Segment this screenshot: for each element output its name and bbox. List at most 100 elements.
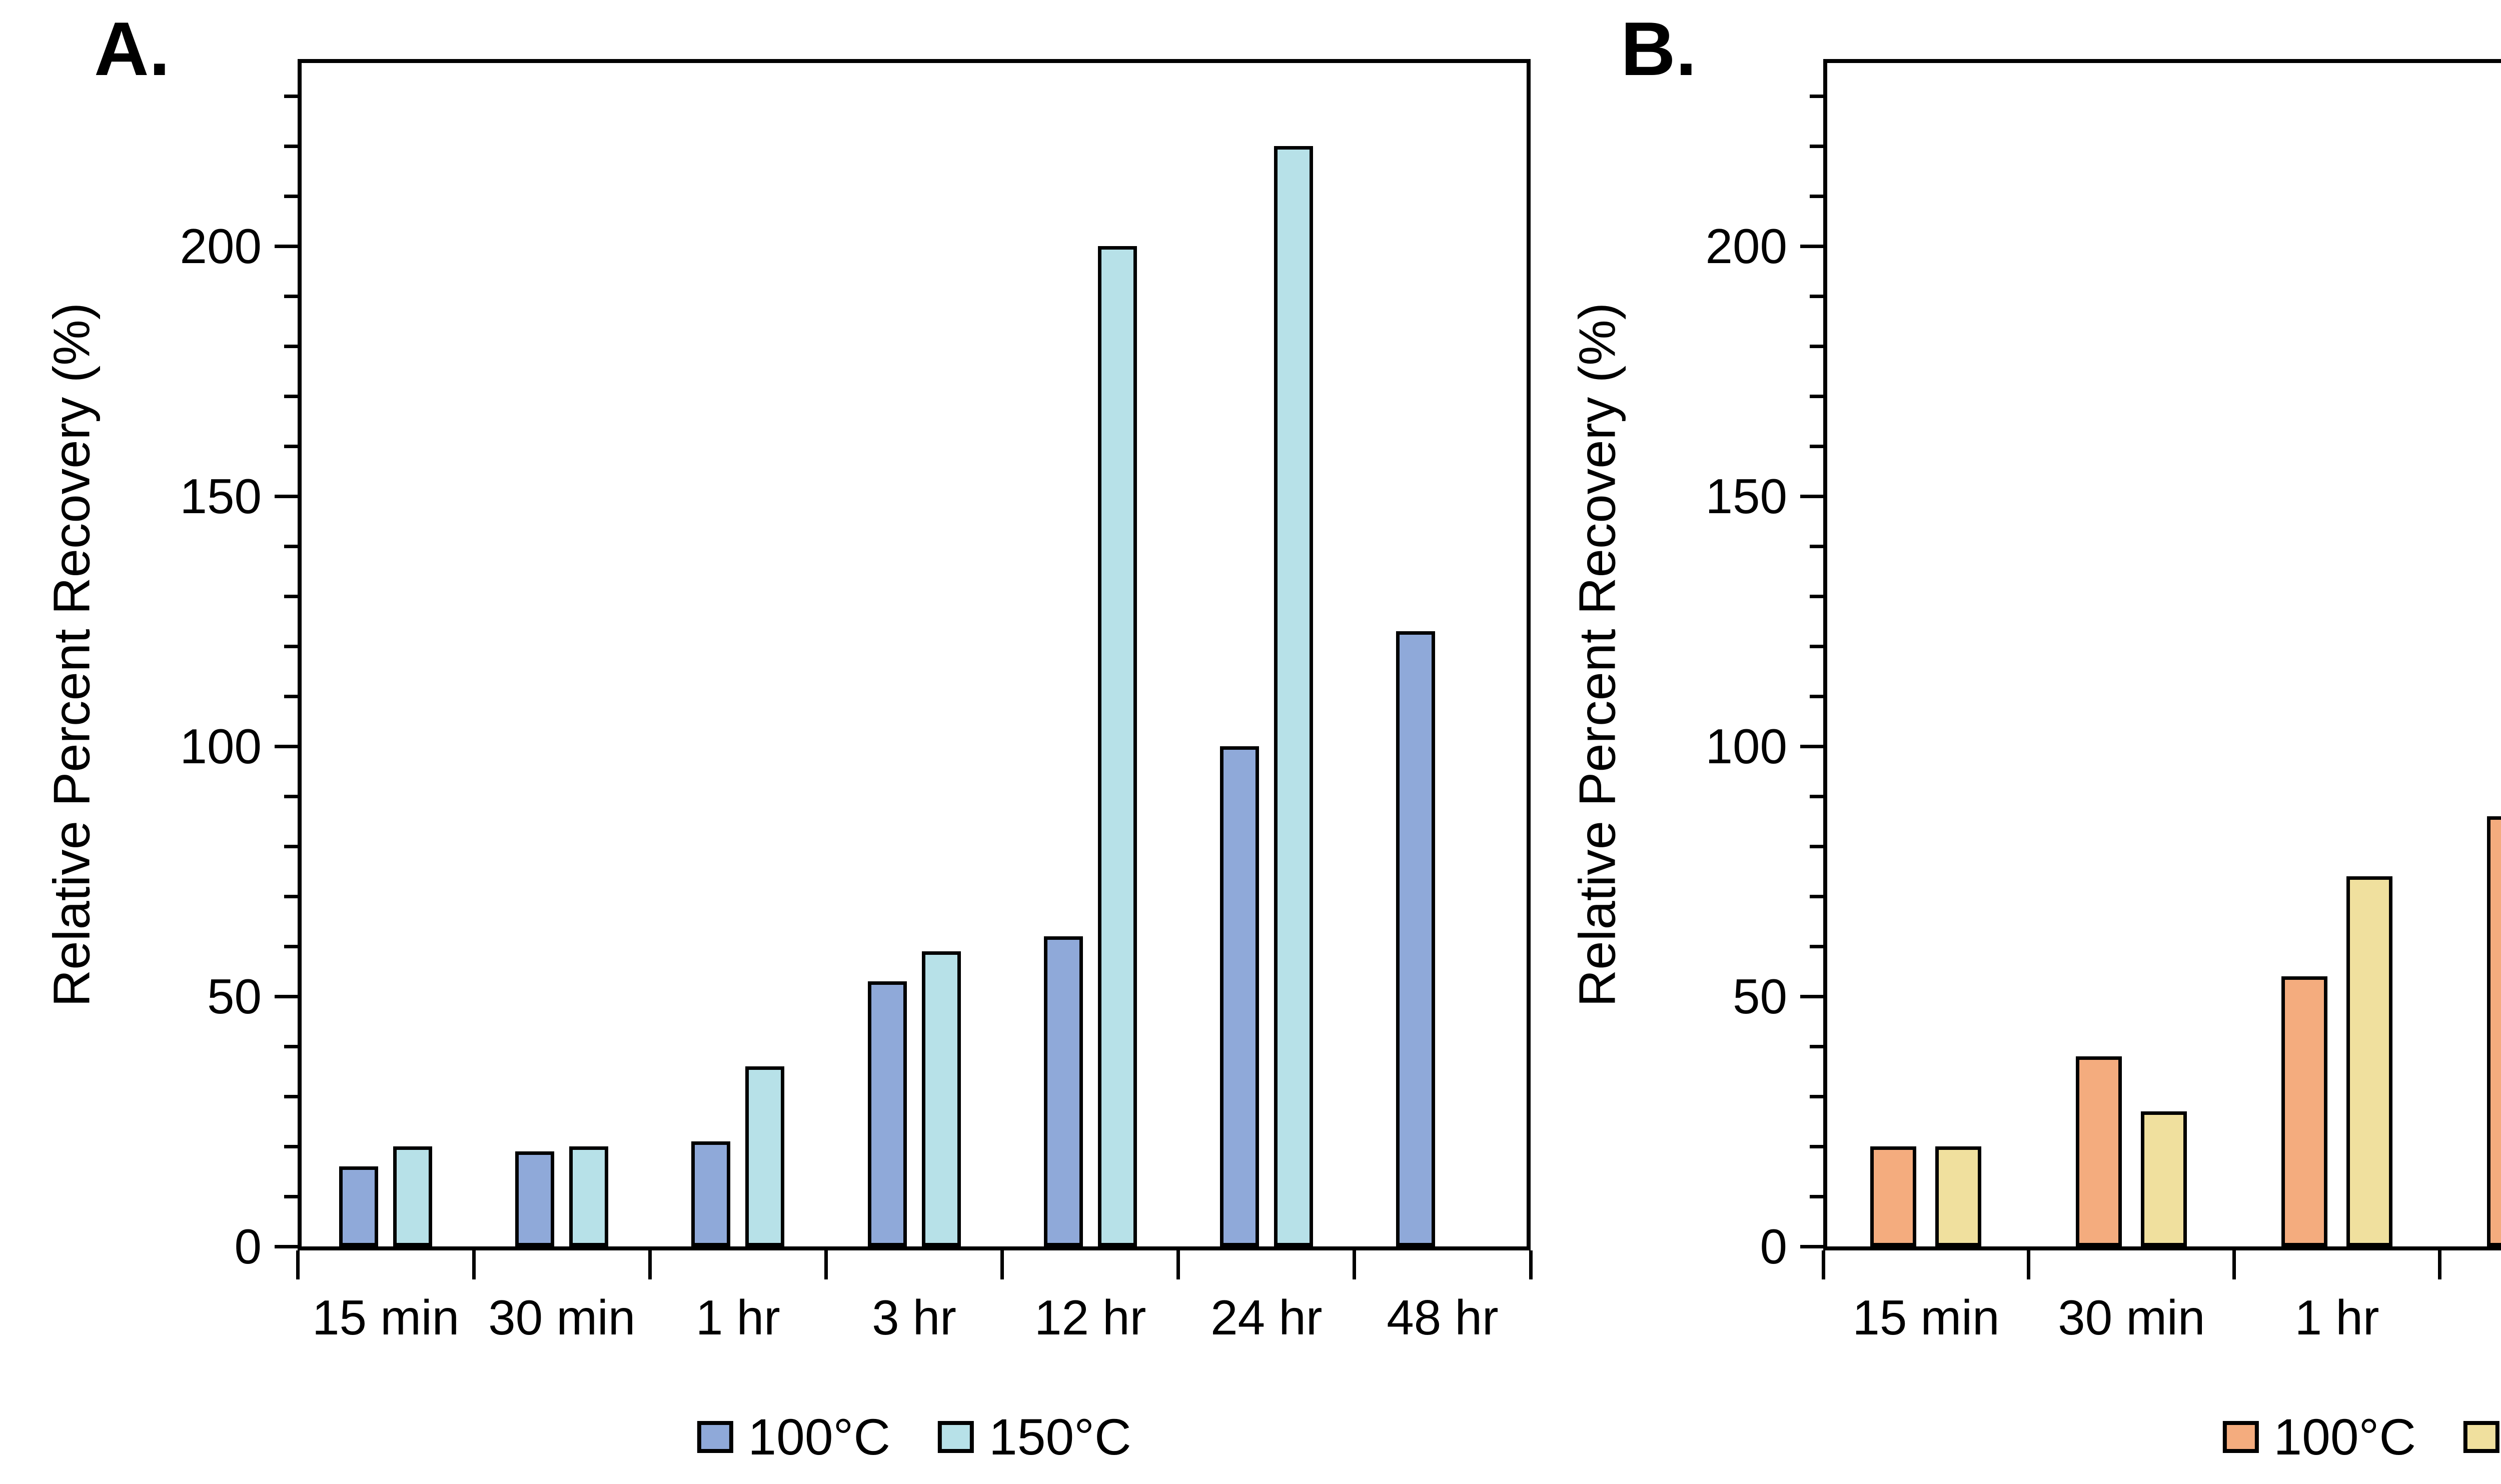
x-boundary-tick: [824, 1250, 828, 1279]
y-major-tick: [275, 244, 298, 248]
x-boundary-tick: [1529, 1250, 1533, 1279]
panel-a-label: A.: [94, 7, 170, 92]
y-minor-tick: [1810, 894, 1823, 898]
x-category-label: 15 min: [1852, 1290, 2000, 1345]
x-boundary-tick: [2438, 1250, 2441, 1279]
legend-label: 100°C: [2273, 1408, 2416, 1465]
y-tick-label: 0: [234, 1219, 262, 1274]
y-minor-tick: [284, 444, 298, 448]
y-minor-tick: [1810, 1194, 1823, 1198]
legend-item: 150°C: [2463, 1411, 2501, 1462]
y-tick-label: 150: [180, 469, 262, 524]
y-minor-tick: [1810, 794, 1823, 798]
legend-swatch-150°C: [938, 1421, 974, 1453]
x-boundary-tick: [1821, 1250, 1825, 1279]
y-minor-tick: [284, 1094, 298, 1098]
panel-a-legend: 100°C 150°C: [697, 1411, 1131, 1462]
y-minor-tick: [1810, 144, 1823, 148]
bar-100°C-1 hr: [2281, 976, 2328, 1246]
x-boundary-tick: [2027, 1250, 2031, 1279]
y-tick-label: 200: [180, 219, 262, 274]
y-minor-tick: [1810, 194, 1823, 198]
x-category-label: 24 hr: [1210, 1290, 1323, 1345]
legend-label: 100°C: [748, 1408, 890, 1465]
y-minor-tick: [284, 144, 298, 148]
x-category-label: 3 hr: [872, 1290, 956, 1345]
bar-100°C-15 min: [1870, 1146, 1917, 1246]
y-minor-tick: [284, 394, 298, 398]
y-minor-tick: [1810, 944, 1823, 948]
y-minor-tick: [284, 1194, 298, 1198]
x-boundary-tick: [1176, 1250, 1180, 1279]
y-minor-tick: [1810, 594, 1823, 598]
legend-item: 150°C: [938, 1411, 1131, 1462]
y-major-tick: [1800, 744, 1823, 748]
bar-100°C-3 hr: [2486, 816, 2501, 1246]
x-boundary-tick: [1000, 1250, 1004, 1279]
y-minor-tick: [1810, 344, 1823, 348]
bar-100°C-30 min: [515, 1151, 555, 1246]
bar-150°C-12 hr: [1097, 246, 1137, 1246]
x-category-label: 15 min: [312, 1290, 460, 1345]
y-tick-label: 0: [1760, 1219, 1787, 1274]
bar-150°C-3 hr: [921, 951, 961, 1246]
y-minor-tick: [284, 1044, 298, 1048]
bar-100°C-1 hr: [691, 1141, 731, 1246]
y-minor-tick: [284, 644, 298, 648]
bar-100°C-15 min: [339, 1166, 379, 1246]
y-tick-label: 100: [1705, 719, 1787, 774]
legend-swatch-100°C: [2222, 1421, 2259, 1453]
y-tick-label: 150: [1705, 469, 1787, 524]
y-major-tick: [275, 744, 298, 748]
y-minor-tick: [1810, 1094, 1823, 1098]
legend-swatch-100°C: [697, 1421, 733, 1453]
x-boundary-tick: [296, 1250, 300, 1279]
panel-a-y-axis-label: Relative Percent Recovery (%): [43, 302, 101, 1007]
y-minor-tick: [284, 94, 298, 98]
x-boundary-tick: [472, 1250, 476, 1279]
y-minor-tick: [284, 344, 298, 348]
y-major-tick: [1800, 994, 1823, 998]
x-category-label: 12 hr: [1034, 1290, 1146, 1345]
x-category-label: 1 hr: [695, 1290, 780, 1345]
y-minor-tick: [284, 594, 298, 598]
bar-100°C-30 min: [2076, 1056, 2122, 1246]
bar-150°C-30 min: [2141, 1111, 2187, 1246]
bar-150°C-15 min: [1935, 1146, 1982, 1246]
bar-100°C-12 hr: [1043, 936, 1083, 1246]
y-minor-tick: [284, 544, 298, 548]
y-major-tick: [1800, 494, 1823, 498]
y-minor-tick: [1810, 1144, 1823, 1148]
panel-a-plot-area: [298, 59, 1531, 1250]
y-minor-tick: [1810, 544, 1823, 548]
legend-item: 100°C: [697, 1411, 890, 1462]
legend-swatch-150°C: [2463, 1421, 2499, 1453]
bar-150°C-15 min: [393, 1146, 433, 1246]
y-minor-tick: [284, 944, 298, 948]
y-minor-tick: [1810, 694, 1823, 698]
y-minor-tick: [1810, 644, 1823, 648]
y-minor-tick: [284, 294, 298, 298]
x-category-label: 48 hr: [1387, 1290, 1499, 1345]
panel-b-legend: 100°C 150°C: [2222, 1411, 2501, 1462]
y-major-tick: [1800, 1244, 1823, 1248]
legend-item: 100°C: [2222, 1411, 2416, 1462]
bar-150°C-1 hr: [2346, 876, 2393, 1246]
y-major-tick: [275, 994, 298, 998]
x-boundary-tick: [1353, 1250, 1357, 1279]
y-minor-tick: [284, 1144, 298, 1148]
bar-100°C-24 hr: [1219, 746, 1259, 1246]
y-tick-label: 200: [1705, 219, 1787, 274]
panel-b-plot-area: [1823, 59, 2501, 1250]
bar-150°C-30 min: [569, 1146, 609, 1246]
y-minor-tick: [1810, 394, 1823, 398]
x-category-label: 1 hr: [2294, 1290, 2379, 1345]
y-minor-tick: [1810, 294, 1823, 298]
y-tick-label: 50: [207, 969, 262, 1024]
legend-label: 150°C: [989, 1408, 1131, 1465]
panel-b-y-axis-label: Relative Percent Recovery (%): [1568, 302, 1626, 1007]
y-minor-tick: [284, 794, 298, 798]
y-minor-tick: [284, 194, 298, 198]
y-minor-tick: [284, 894, 298, 898]
